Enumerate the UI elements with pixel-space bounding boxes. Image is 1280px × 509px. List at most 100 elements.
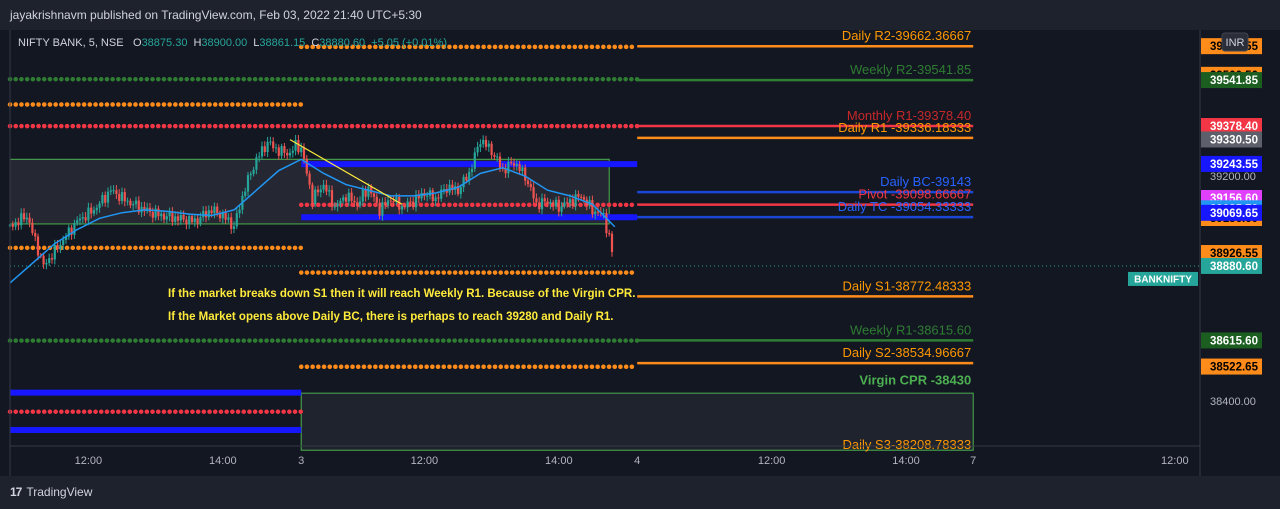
- candle-body: [414, 195, 418, 208]
- candle-body: [168, 212, 171, 217]
- candle-body: [28, 217, 31, 223]
- dotted-pivot-levels: [7, 44, 640, 414]
- candle-body: [552, 202, 555, 207]
- price-tags: 39662.5539560.5039541.8539378.4039330.50…: [1201, 38, 1262, 375]
- candle-body: [521, 167, 524, 172]
- candle-body: [31, 222, 34, 234]
- candle-body: [330, 190, 334, 207]
- time-tick-label: 7: [970, 455, 976, 467]
- chart-area[interactable]: If the market breaks down S1 then it wil…: [0, 0, 1280, 476]
- level-lines: [637, 44, 974, 365]
- level-label: Daily S3-38208.78333: [843, 437, 972, 452]
- candle-body: [370, 186, 373, 194]
- candle-body: [442, 188, 446, 190]
- candle-body: [580, 196, 583, 198]
- candle-body: [196, 218, 199, 224]
- candle-body: [451, 184, 454, 191]
- price-tag-label: 39378.40: [1210, 121, 1258, 133]
- candle-body: [249, 173, 252, 176]
- candle-body: [162, 213, 166, 220]
- candle-body: [540, 198, 544, 210]
- candle-body: [431, 190, 434, 202]
- candle-body: [459, 187, 462, 195]
- candle-body: [577, 194, 580, 197]
- legend-symbol: NIFTY BANK, 5, NSE: [18, 37, 124, 49]
- candle-body: [207, 210, 210, 218]
- candle-body: [372, 193, 376, 197]
- candle-body: [179, 214, 182, 221]
- candle-body: [269, 141, 272, 143]
- candle-body: [448, 184, 451, 193]
- candle-body: [126, 200, 129, 202]
- candle-body: [266, 141, 269, 153]
- candle-body: [151, 211, 154, 218]
- candle-body: [381, 202, 384, 216]
- tradingview-logo[interactable]: 17 TradingView: [10, 485, 92, 499]
- candle-body: [518, 163, 521, 172]
- candle-body: [339, 200, 342, 204]
- price-tag: [1201, 118, 1262, 135]
- candle-body: [482, 139, 485, 145]
- candle-body: [210, 210, 213, 214]
- candle-body: [582, 197, 586, 200]
- virgin-cpr-label: Virgin CPR -38430: [859, 373, 971, 388]
- candle-body: [510, 161, 513, 164]
- moving-average-line: [9, 158, 616, 284]
- candle-body: [420, 192, 423, 199]
- candle-body: [319, 189, 322, 193]
- candle-body: [571, 199, 574, 207]
- candle-body: [218, 213, 222, 219]
- candle-body: [512, 163, 516, 166]
- candle-body: [314, 189, 317, 205]
- candle-body: [109, 190, 112, 192]
- candle-body: [496, 156, 499, 158]
- candle-body: [246, 175, 250, 192]
- symbol-tag: BANKNIFTY: [1128, 271, 1198, 286]
- trendline-segment[interactable]: [289, 139, 403, 205]
- candle-body: [76, 220, 79, 224]
- candle-body: [375, 196, 378, 203]
- candle-body: [95, 207, 98, 211]
- candle-body: [350, 192, 353, 201]
- candle-body: [17, 222, 20, 226]
- candle-body: [476, 146, 479, 153]
- candle-body: [137, 200, 140, 213]
- candle-body: [538, 202, 541, 210]
- candle-body: [546, 201, 549, 205]
- candle-body: [336, 203, 339, 207]
- candle-body: [216, 206, 219, 214]
- candle-body: [90, 207, 93, 214]
- candle-body: [14, 222, 17, 227]
- candle-body: [566, 202, 569, 204]
- candle-body: [596, 211, 600, 213]
- price-tick-label: 38400.00: [1210, 396, 1256, 408]
- candle-body: [274, 147, 278, 149]
- candle-body: [610, 233, 614, 252]
- candle-body: [378, 202, 381, 216]
- candle-body: [190, 216, 194, 223]
- annotations: If the market breaks down S1 then it wil…: [168, 288, 971, 388]
- candle-body: [305, 158, 308, 174]
- candle-body: [316, 189, 320, 193]
- candle-body: [134, 200, 138, 205]
- candle-body: [87, 207, 90, 221]
- candle-body: [171, 212, 174, 222]
- published-by-text: jayakrishnavm published on TradingView.c…: [10, 8, 422, 22]
- currency-badge[interactable]: INR: [1221, 32, 1249, 52]
- candle-body: [535, 198, 538, 203]
- candle-body: [202, 211, 205, 218]
- candle-body: [118, 193, 121, 201]
- annotation-text: If the Market opens above Daily BC, ther…: [168, 311, 613, 323]
- level-label: Pivot -39098.66667: [858, 187, 971, 202]
- candle-body: [20, 213, 23, 226]
- candle-body: [395, 197, 398, 203]
- candle-body: [34, 233, 37, 237]
- candle-body: [557, 199, 560, 212]
- candle-body: [426, 195, 429, 197]
- candle-body: [574, 194, 577, 207]
- moving-average: [9, 158, 616, 284]
- trendline[interactable]: [289, 139, 403, 205]
- candle-body: [549, 202, 552, 205]
- time-tick-label: 3: [298, 455, 304, 467]
- candle-body: [36, 236, 40, 256]
